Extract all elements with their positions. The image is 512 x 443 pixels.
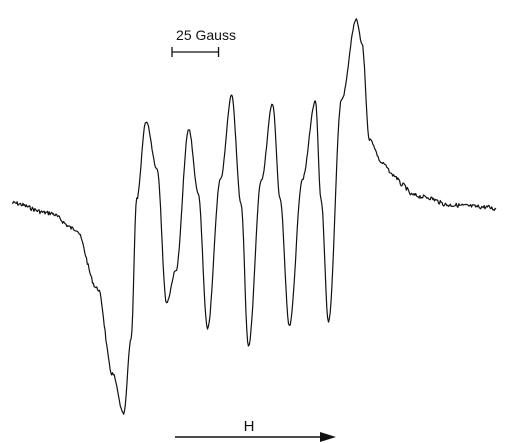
field-axis-arrow: H bbox=[175, 418, 336, 442]
x-axis-label: H bbox=[244, 418, 255, 435]
arrow-head-icon bbox=[320, 432, 336, 442]
spectrum-series-line bbox=[11, 18, 497, 415]
scale-bar: 25 Gauss bbox=[171, 27, 236, 57]
scale-bar-label: 25 Gauss bbox=[176, 27, 236, 43]
